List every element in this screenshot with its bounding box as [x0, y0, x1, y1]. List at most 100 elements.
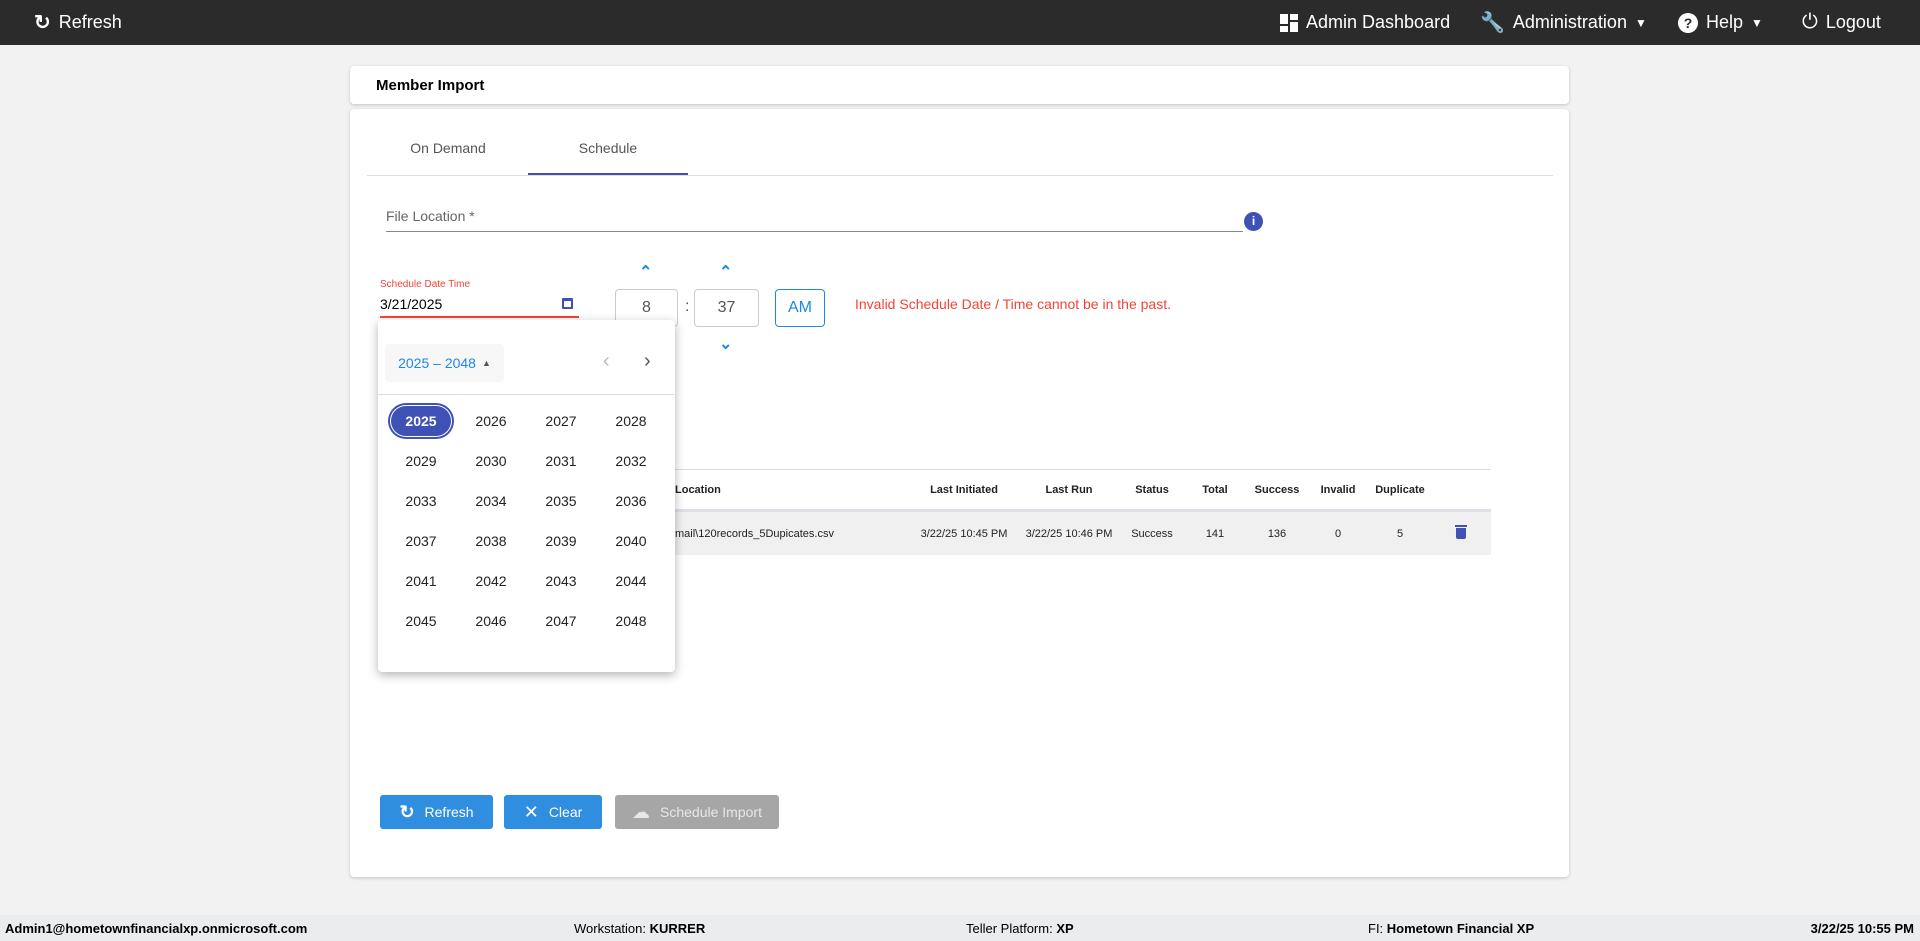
- file-location-label: File Location *: [386, 208, 475, 224]
- refresh-icon: ↻: [34, 12, 51, 34]
- col-last-initiated: Last Initiated: [930, 484, 998, 496]
- col-status: Status: [1135, 484, 1169, 496]
- help-icon: ?: [1678, 12, 1698, 33]
- tab-schedule[interactable]: Schedule: [578, 140, 638, 156]
- wrench-icon: 🔧: [1480, 12, 1505, 34]
- active-tab-indicator: [528, 173, 688, 175]
- chevron-down-icon: ▼: [1751, 15, 1763, 30]
- minute-down-icon[interactable]: ⌃: [719, 333, 733, 350]
- footer-user: Admin1@hometownfinancialxp.onmicrosoft.c…: [5, 921, 308, 936]
- year-option[interactable]: 2046: [475, 613, 507, 629]
- table-row[interactable]: [640, 512, 1491, 555]
- cloud-upload-icon: ☁: [632, 801, 651, 822]
- workstation-value: KURRER: [649, 921, 706, 936]
- year-option[interactable]: 2032: [615, 453, 647, 469]
- footer-fi: FI: Hometown Financial XP: [1368, 921, 1534, 936]
- col-location: Location: [675, 484, 721, 496]
- cell-total: 141: [1205, 528, 1225, 540]
- file-location-input[interactable]: File Location *: [386, 208, 1243, 232]
- cell-status: Success: [1131, 528, 1173, 540]
- year-range-toggle[interactable]: 2025 – 2048 ▲: [385, 344, 504, 382]
- year-option[interactable]: 2043: [545, 573, 577, 589]
- minute-input[interactable]: 37: [694, 289, 759, 327]
- table-header-border: [640, 509, 1491, 512]
- schedule-import-button[interactable]: ☁ Schedule Import: [615, 795, 779, 829]
- administration-label: Administration: [1512, 12, 1627, 32]
- error-message: Invalid Schedule Date / Time cannot be i…: [855, 296, 1171, 312]
- year-option[interactable]: 2036: [615, 493, 647, 509]
- picker-divider: [378, 394, 675, 395]
- col-success: Success: [1254, 484, 1300, 496]
- tab-divider: [367, 175, 1553, 176]
- admin-dashboard-link[interactable]: Admin Dashboard: [1280, 0, 1450, 45]
- cell-duplicate: 5: [1396, 528, 1404, 540]
- logout-button[interactable]: ⏻ Logout: [1802, 0, 1881, 45]
- year-option[interactable]: 2025: [390, 405, 452, 437]
- year-option[interactable]: 2047: [545, 613, 577, 629]
- year-range-label: 2025 – 2048: [398, 355, 476, 371]
- cell-last-initiated: 3/22/25 10:45 PM: [920, 528, 1008, 540]
- col-duplicate: Duplicate: [1375, 484, 1425, 496]
- footer-platform: Teller Platform: XP: [966, 921, 1074, 936]
- year-option[interactable]: 2026: [475, 413, 507, 429]
- top-refresh-button[interactable]: ↻ Refresh: [34, 0, 122, 45]
- caret-up-icon: ▲: [481, 358, 491, 368]
- cell-last-run: 3/22/25 10:46 PM: [1025, 528, 1113, 540]
- year-option[interactable]: 2029: [405, 453, 437, 469]
- year-option[interactable]: 2041: [405, 573, 437, 589]
- fi-label: FI:: [1368, 921, 1387, 936]
- next-icon[interactable]: ›: [644, 350, 651, 372]
- hour-up-icon[interactable]: ⌃: [639, 264, 653, 281]
- year-option[interactable]: 2027: [545, 413, 577, 429]
- year-option[interactable]: 2037: [405, 533, 437, 549]
- year-option[interactable]: 2035: [545, 493, 577, 509]
- year-picker-popup: 2025 – 2048 ▲ ‹ › 2025 2026 2027 2028 2029 20…: [378, 320, 675, 672]
- col-total: Total: [1202, 484, 1228, 496]
- year-option[interactable]: 2048: [615, 613, 647, 629]
- help-label: Help: [1706, 12, 1744, 32]
- year-option[interactable]: 2034: [475, 493, 507, 509]
- year-option[interactable]: 2039: [545, 533, 577, 549]
- help-menu[interactable]: ? Help ▼: [1678, 0, 1763, 45]
- schedule-date-value: 3/21/2025: [380, 296, 443, 312]
- power-icon: ⏻: [1802, 11, 1818, 33]
- calendar-icon[interactable]: [562, 298, 573, 309]
- close-icon: ✕: [523, 801, 539, 822]
- top-refresh-label: Refresh: [58, 12, 122, 32]
- clear-button[interactable]: ✕ Clear: [504, 795, 602, 829]
- previous-icon[interactable]: ‹: [603, 350, 610, 372]
- year-option[interactable]: 2030: [475, 453, 507, 469]
- cell-invalid: 0: [1334, 528, 1342, 540]
- schedule-import-label: Schedule Import: [660, 804, 762, 820]
- year-option[interactable]: 2045: [405, 613, 437, 629]
- year-option[interactable]: 2028: [615, 413, 647, 429]
- administration-menu[interactable]: 🔧 Administration ▼: [1480, 0, 1647, 45]
- schedule-date-input[interactable]: 3/21/2025: [380, 296, 579, 318]
- info-icon[interactable]: i: [1244, 212, 1263, 231]
- clear-button-label: Clear: [548, 804, 583, 820]
- ampm-toggle[interactable]: AM: [775, 289, 825, 327]
- dashboard-icon: [1280, 13, 1298, 32]
- schedule-date-label: Schedule Date Time: [380, 279, 471, 290]
- year-option[interactable]: 2038: [475, 533, 507, 549]
- tab-on-demand[interactable]: On Demand: [410, 140, 486, 156]
- trash-icon[interactable]: [1455, 525, 1467, 540]
- year-option[interactable]: 2044: [615, 573, 647, 589]
- year-option[interactable]: 2031: [545, 453, 577, 469]
- status-bar: [0, 915, 1920, 941]
- page-header: Member Import: [350, 66, 1569, 104]
- year-option[interactable]: 2040: [615, 533, 647, 549]
- workstation-label: Workstation:: [574, 921, 650, 936]
- refresh-icon: ↻: [399, 801, 415, 822]
- year-option[interactable]: 2042: [475, 573, 507, 589]
- chevron-down-icon: ▼: [1634, 15, 1647, 30]
- table-top-border: [640, 469, 1491, 470]
- year-option[interactable]: 2033: [405, 493, 437, 509]
- refresh-button[interactable]: ↻ Refresh: [380, 795, 493, 829]
- fi-value: Hometown Financial XP: [1386, 921, 1535, 936]
- col-invalid: Invalid: [1320, 484, 1356, 496]
- top-nav-bar: ↻ Refresh Admin Dashboard 🔧 Administrati…: [0, 0, 1920, 45]
- platform-value: XP: [1056, 921, 1074, 936]
- cell-location: mail\120records_5Dupicates.csv: [675, 528, 834, 540]
- minute-up-icon[interactable]: ⌃: [719, 264, 733, 281]
